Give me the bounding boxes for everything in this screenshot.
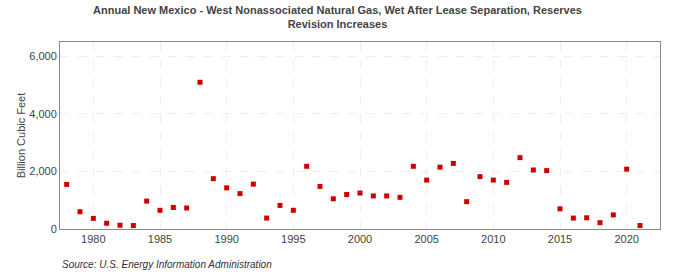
svg-text:1995: 1995	[281, 233, 305, 245]
svg-text:2,000: 2,000	[29, 165, 57, 177]
svg-text:2015: 2015	[548, 233, 572, 245]
svg-text:2010: 2010	[481, 233, 505, 245]
svg-text:Annual New Mexico - West Nonas: Annual New Mexico - West Nonassociated N…	[93, 4, 582, 30]
svg-text:2000: 2000	[348, 233, 372, 245]
svg-text:Billion Cubic Feet: Billion Cubic Feet	[15, 93, 27, 179]
svg-text:0: 0	[51, 223, 57, 235]
svg-text:4,000: 4,000	[29, 108, 57, 120]
svg-text:1980: 1980	[81, 233, 105, 245]
svg-text:1985: 1985	[148, 233, 172, 245]
svg-text:2005: 2005	[414, 233, 438, 245]
svg-text:6,000: 6,000	[29, 50, 57, 62]
svg-text:Source: U.S. Energy Informatio: Source: U.S. Energy Information Administ…	[62, 259, 272, 270]
svg-text:2020: 2020	[614, 233, 638, 245]
svg-text:1990: 1990	[214, 233, 238, 245]
